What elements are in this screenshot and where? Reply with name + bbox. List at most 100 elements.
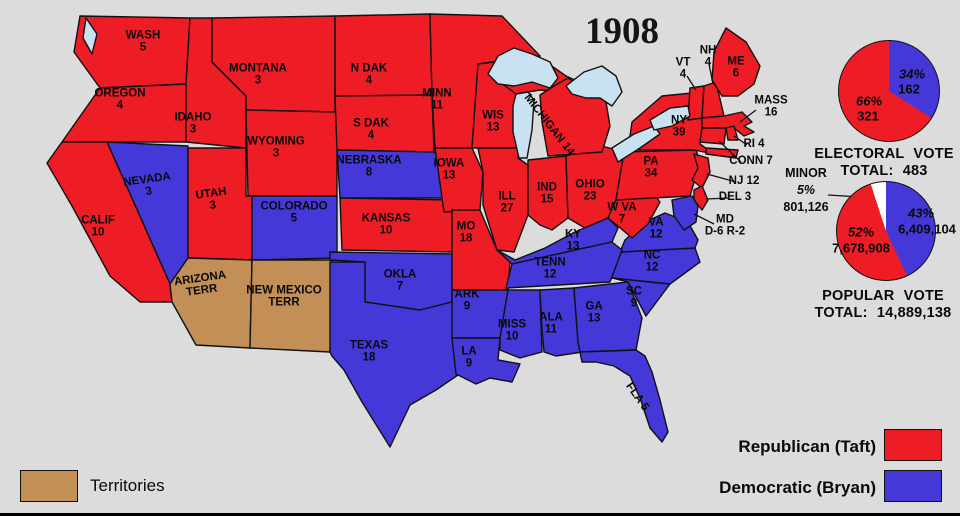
state-connecticut xyxy=(699,127,727,145)
state-label-texas: TEXAS 18 xyxy=(349,339,389,364)
leader-line-nj xyxy=(706,173,737,183)
state-label-nc: NC 12 xyxy=(643,249,661,274)
minor-vote-note: MINOR 5% 801,126 xyxy=(770,165,842,216)
state-label-ala: ALA 11 xyxy=(539,311,563,336)
lake-huron xyxy=(565,65,623,107)
state-label-calif: CALIF 10 xyxy=(81,214,115,239)
state-label-ill: ILL 27 xyxy=(498,190,516,215)
popular-vote-title: POPULAR VOTE xyxy=(822,288,944,304)
legend-democratic-swatch xyxy=(884,470,942,502)
puget-sound xyxy=(82,17,98,55)
leader-line-ri xyxy=(733,135,748,146)
state-california xyxy=(46,141,173,303)
popular-dem-votes: 6,409,104 xyxy=(898,221,956,237)
state-label-conn: CONN 7 xyxy=(729,154,773,167)
electoral-vote-total: TOTAL: 483 xyxy=(840,163,928,180)
leader-line-nh xyxy=(708,63,714,85)
leader-line-conn xyxy=(718,140,742,163)
legend-democratic-label: Democratic (Bryan) xyxy=(719,478,876,497)
minor-percent: 5% xyxy=(796,182,816,197)
state-label-okla: OKLA 7 xyxy=(383,268,417,293)
state-label-sdak: S DAK 4 xyxy=(353,117,389,142)
state-maine xyxy=(711,27,761,97)
lake-michigan xyxy=(512,91,535,159)
state-label-ri: RI 4 xyxy=(743,137,765,150)
state-tennessee xyxy=(505,241,623,289)
page-title: 1908 xyxy=(585,11,659,52)
state-label-ga: GA 13 xyxy=(585,300,603,325)
state-label-oregon: OREGON 4 xyxy=(94,87,146,112)
state-label-nevada: NEVADA 3 xyxy=(122,170,172,199)
state-label-fla: FLA 5 xyxy=(623,380,652,414)
state-label-nebraska: NEBRASKA 8 xyxy=(336,154,402,179)
electoral-rep-votes: 321 xyxy=(857,108,879,124)
state-maryland xyxy=(671,195,699,231)
state-label-ind: IND 15 xyxy=(537,181,557,206)
state-label-iowa: IOWA 13 xyxy=(433,157,465,182)
leader-line-del xyxy=(705,197,729,200)
state-label-ohio: OHIO 23 xyxy=(575,178,605,203)
state-label-wash: WASH 5 xyxy=(125,29,161,54)
state-label-arizona: ARIZONA TERR xyxy=(173,269,227,300)
state-texas xyxy=(329,261,459,448)
state-label-vt: VT 4 xyxy=(675,56,691,81)
state-label-va: VA 12 xyxy=(648,216,664,241)
state-label-me: ME 6 xyxy=(727,55,745,80)
state-label-utah: UTAH 3 xyxy=(194,185,228,213)
state-label-la: LA 9 xyxy=(461,345,477,370)
electoral-vote-title: ELECTORAL VOTE xyxy=(814,146,954,162)
state-label-wyoming: WYOMING 3 xyxy=(247,135,305,160)
state-label-md: MD D-6 R-2 xyxy=(704,213,746,238)
state-label-sc: SC 9 xyxy=(626,285,642,310)
electoral-vote-heading: ELECTORAL VOTE TOTAL: 483 xyxy=(798,146,960,181)
lake-ontario xyxy=(649,105,691,131)
popular-rep-percent: 52% xyxy=(847,224,875,240)
state-label-montana: MONTANA 3 xyxy=(229,62,287,87)
legend-territories-swatch xyxy=(20,470,78,502)
state-label-ky: KY 13 xyxy=(565,228,581,253)
state-label-ny: NY 39 xyxy=(671,114,687,139)
state-label-idaho: IDAHO 3 xyxy=(174,111,212,136)
state-label-nh: NH 4 xyxy=(699,44,717,69)
state-label-newmexico: NEW MEXICO TERR xyxy=(246,284,322,309)
popular-vote-total: TOTAL: 14,889,138 xyxy=(814,305,952,322)
electoral-rep-percent: 66% xyxy=(855,93,883,109)
lake-superior xyxy=(487,47,559,89)
state-label-minn: MINN 11 xyxy=(422,87,452,112)
state-label-ndak: N DAK 4 xyxy=(350,62,388,87)
electoral-vote-pie xyxy=(838,40,940,142)
popular-rep-votes: 7,678,908 xyxy=(832,240,890,256)
popular-vote-heading: POPULAR VOTE TOTAL: 14,889,138 xyxy=(795,288,960,323)
state-label-miss: MISS 10 xyxy=(497,318,527,343)
state-label-wis: WIS 13 xyxy=(482,109,504,134)
legend-republican-swatch xyxy=(884,429,942,461)
state-label-del: DEL 3 xyxy=(718,190,752,203)
popular-dem-percent: 43% xyxy=(907,205,935,221)
legend-territories-label: Territories xyxy=(90,476,165,495)
leader-line-mass xyxy=(739,109,757,123)
minor-votes: 801,126 xyxy=(783,199,829,214)
popular-vote-pie xyxy=(836,181,936,281)
electoral-dem-votes: 162 xyxy=(898,81,920,97)
state-label-colorado: COLORADO 5 xyxy=(260,200,328,225)
leader-line-vt xyxy=(686,75,697,91)
minor-label: MINOR xyxy=(785,166,827,180)
state-label-tenn: TENN 12 xyxy=(534,256,566,281)
state-label-michigan: MICHIGAN 14 xyxy=(521,91,577,158)
state-label-mass: MASS 16 xyxy=(754,94,788,119)
state-label-wva: W VA 7 xyxy=(607,201,637,226)
electoral-dem-percent: 34% xyxy=(898,66,926,82)
state-label-kansas: KANSAS 10 xyxy=(361,212,411,237)
leader-line-md xyxy=(693,213,715,225)
legend-republican-label: Republican (Taft) xyxy=(738,437,876,456)
state-iowa xyxy=(434,147,484,213)
state-florida xyxy=(579,349,669,443)
lake-erie xyxy=(611,125,661,163)
state-label-pa: PA 34 xyxy=(643,155,659,180)
state-label-ark: ARK 9 xyxy=(454,288,480,313)
state-label-nj: NJ 12 xyxy=(728,174,760,187)
state-label-mo: MO 18 xyxy=(456,220,476,245)
